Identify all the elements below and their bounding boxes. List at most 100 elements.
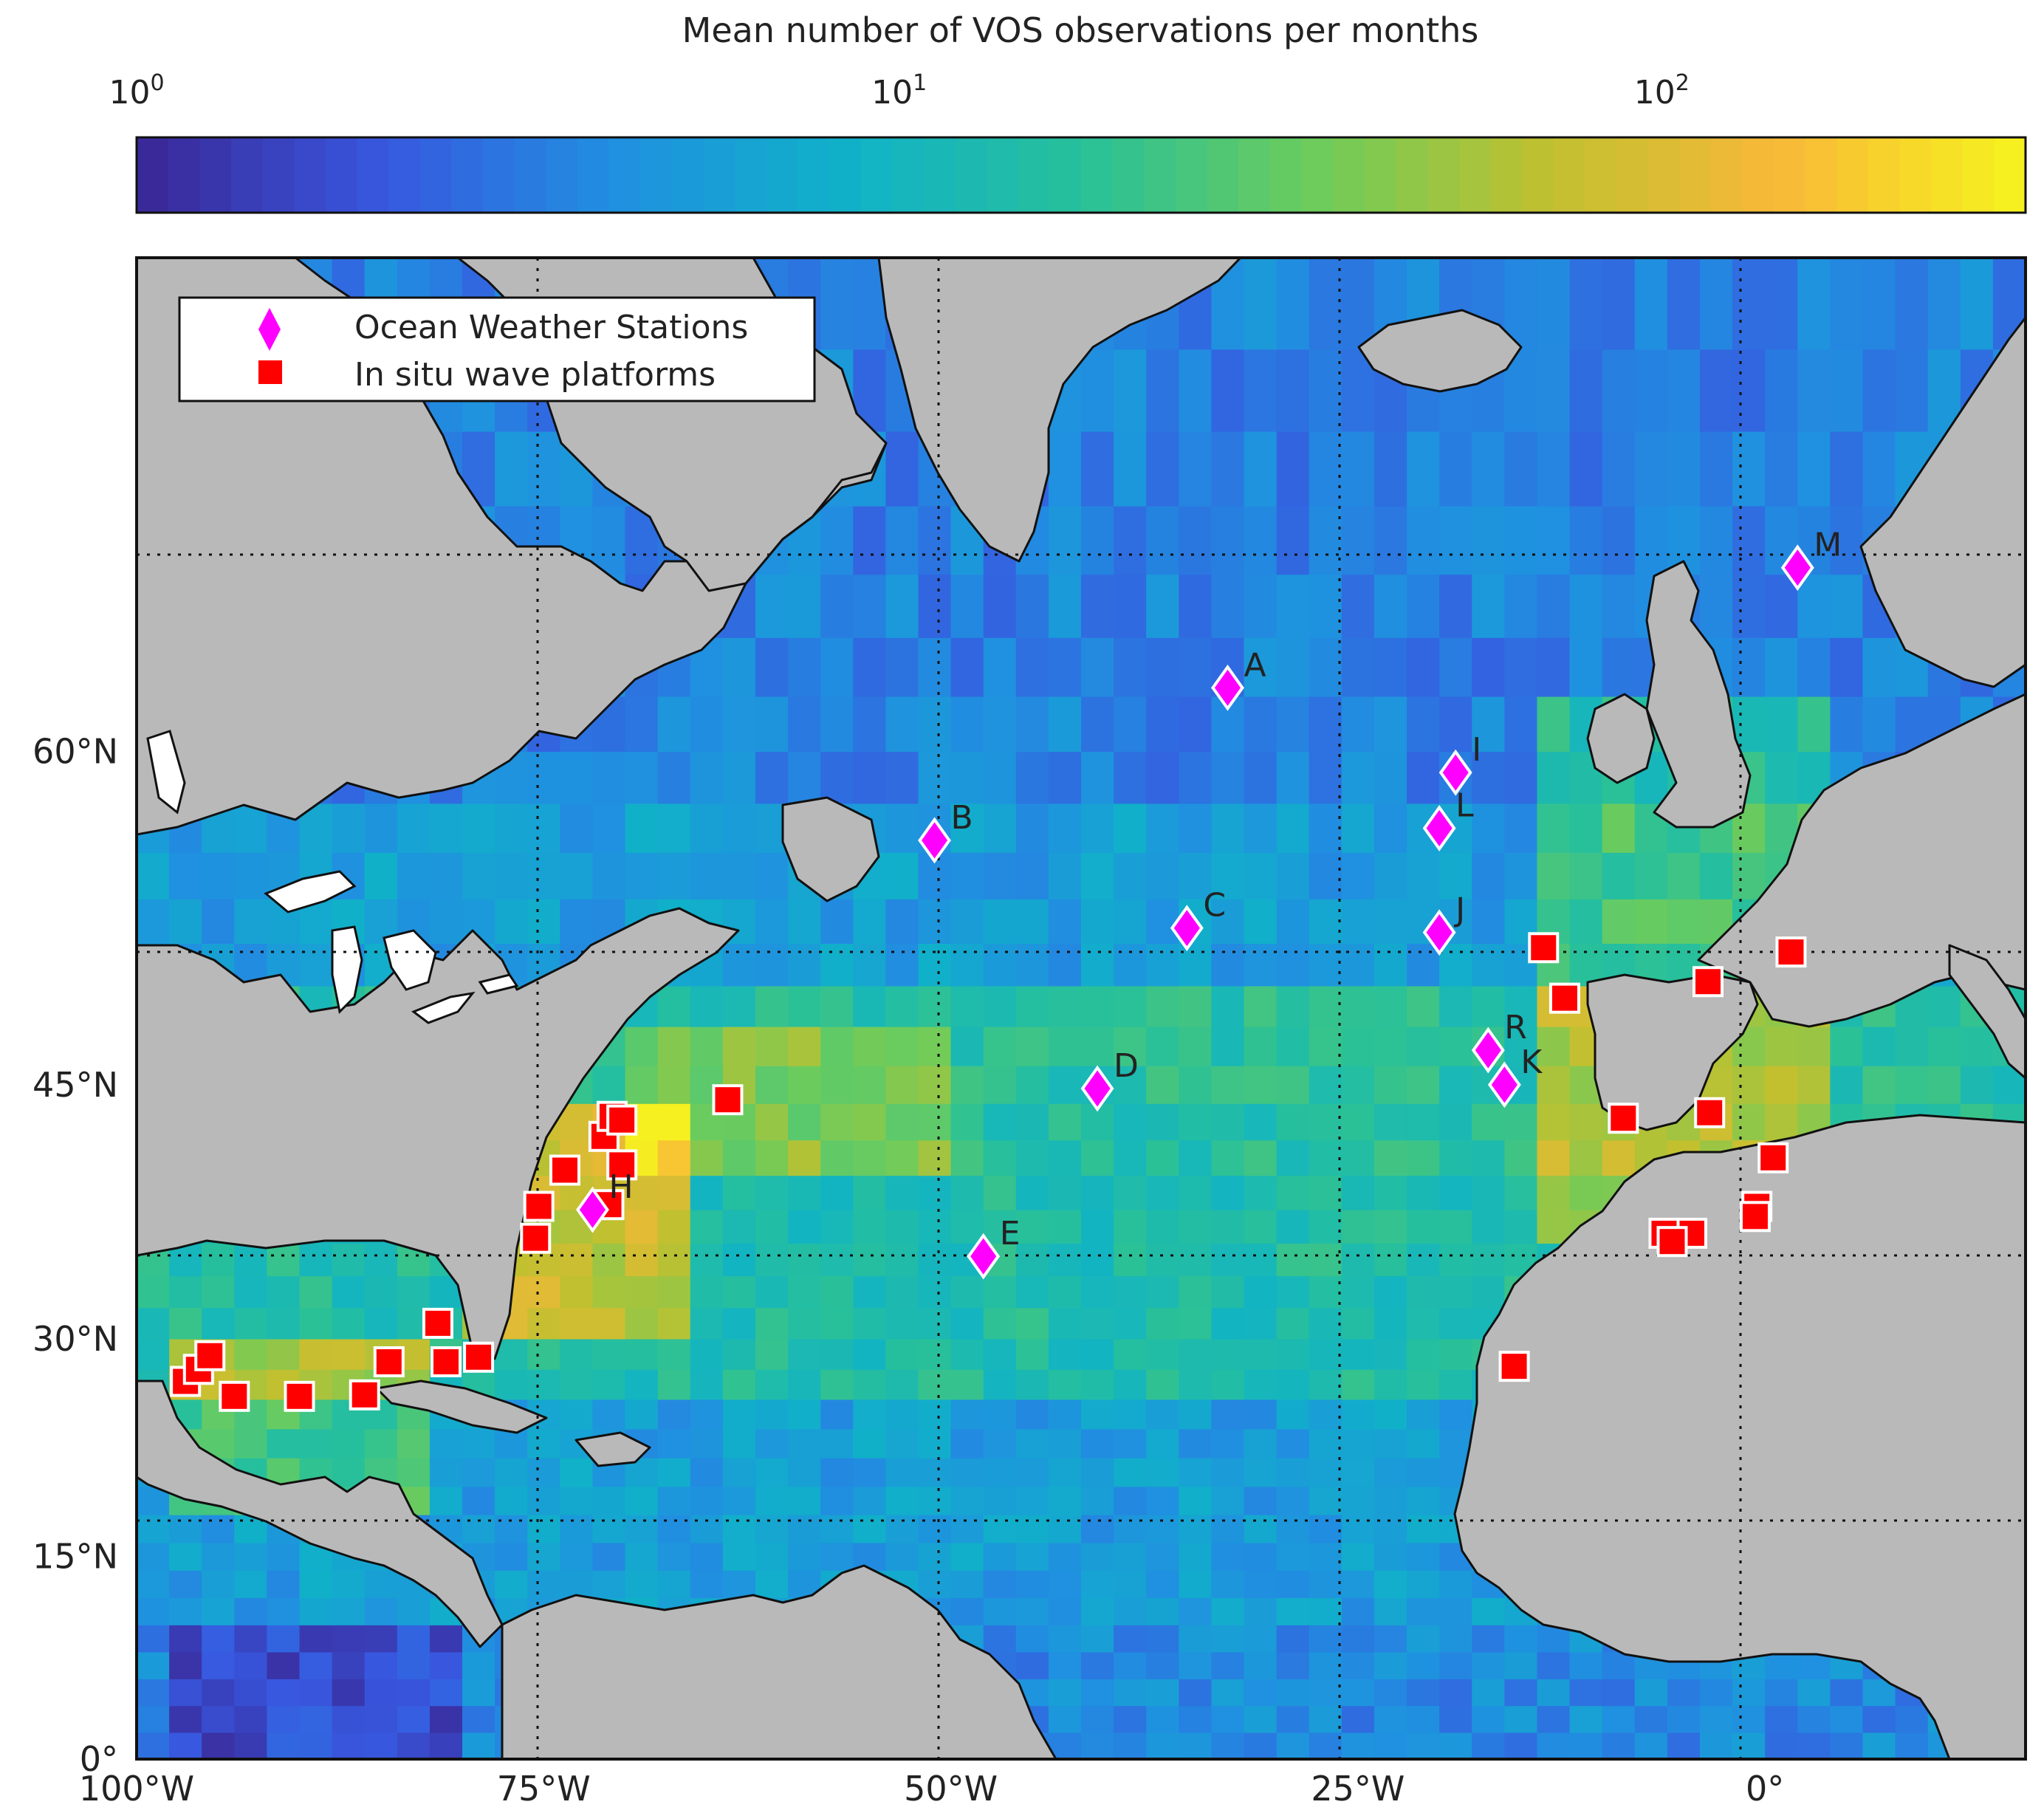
ocean-cell bbox=[950, 1486, 984, 1515]
ocean-cell bbox=[983, 1307, 1017, 1340]
colorbar-cell bbox=[1899, 137, 1932, 213]
ocean-cell bbox=[1472, 1210, 1505, 1244]
ocean-cell bbox=[1015, 943, 1049, 987]
ocean-cell bbox=[1472, 899, 1505, 945]
colorbar-tick-label: 101 bbox=[871, 70, 927, 112]
ocean-cell bbox=[1667, 1679, 1701, 1707]
ocean-cell bbox=[1699, 258, 1733, 350]
ocean-cell bbox=[755, 696, 789, 753]
ocean-cell bbox=[1504, 985, 1538, 1027]
ocean-cell bbox=[1276, 1369, 1310, 1400]
ocean-cell bbox=[332, 1275, 366, 1309]
ocean-cell bbox=[885, 1139, 919, 1176]
ocean-cell bbox=[1472, 1679, 1505, 1707]
ocean-cell bbox=[429, 1458, 463, 1487]
ocean-cell bbox=[1407, 574, 1440, 638]
ocean-cell bbox=[1830, 1732, 1864, 1759]
ocean-cell bbox=[950, 1139, 984, 1176]
ocean-cell bbox=[983, 1066, 1017, 1104]
ocean-cell bbox=[690, 1307, 724, 1340]
ocean-cell bbox=[1472, 985, 1505, 1027]
ocean-cell bbox=[1114, 899, 1147, 945]
ocean-cell bbox=[1537, 1103, 1571, 1141]
ocean-cell bbox=[429, 1705, 463, 1733]
ocean-cell bbox=[755, 899, 789, 945]
ocean-cell bbox=[1179, 1027, 1213, 1066]
ocean-cell bbox=[1407, 1027, 1440, 1066]
ocean-cell bbox=[1634, 1732, 1668, 1759]
ocean-cell bbox=[788, 899, 821, 945]
ocean-cell bbox=[1537, 1210, 1571, 1244]
ocean-cell bbox=[1179, 1428, 1213, 1459]
ocean-cell bbox=[1341, 574, 1375, 638]
ocean-cell bbox=[1244, 1705, 1278, 1733]
ocean-cell bbox=[788, 1542, 821, 1571]
ocean-cell bbox=[1276, 751, 1310, 804]
ocean-cell bbox=[1211, 899, 1245, 945]
ocean-cell bbox=[1146, 943, 1179, 987]
ocean-cell bbox=[397, 1705, 431, 1733]
ocean-cell bbox=[1276, 1458, 1310, 1487]
platform-marker bbox=[1549, 982, 1580, 1014]
ocean-cell bbox=[1472, 1275, 1505, 1309]
ocean-cell bbox=[918, 1175, 952, 1210]
ocean-cell bbox=[1276, 1139, 1310, 1176]
ocean-cell bbox=[1699, 1705, 1733, 1733]
ocean-cell bbox=[820, 751, 854, 804]
ocean-cell bbox=[690, 1275, 724, 1309]
ocean-cell bbox=[1015, 899, 1049, 945]
ocean-cell bbox=[755, 1428, 789, 1459]
ocean-cell bbox=[1015, 637, 1049, 697]
y-axis-labels: 0° 15°N 30°N 45°N 60°N bbox=[32, 732, 118, 1779]
ocean-cell bbox=[820, 1275, 854, 1309]
ocean-cell bbox=[1114, 1486, 1147, 1515]
ocean-cell bbox=[1081, 1369, 1114, 1400]
ocean-cell bbox=[1015, 852, 1049, 899]
ocean-cell bbox=[1472, 1103, 1505, 1141]
ocean-cell bbox=[1244, 1679, 1278, 1707]
ocean-cell bbox=[1048, 1275, 1082, 1309]
ocean-cell bbox=[1830, 1066, 1864, 1104]
ocean-cell bbox=[918, 574, 952, 638]
ocean-cell bbox=[1341, 1570, 1375, 1599]
ocean-cell bbox=[820, 943, 854, 987]
platform-marker bbox=[422, 1307, 453, 1339]
ocean-cell bbox=[722, 1486, 756, 1515]
ocean-cell bbox=[722, 943, 756, 987]
ocean-cell bbox=[1276, 574, 1310, 638]
ocean-cell bbox=[1114, 1275, 1147, 1309]
ocean-cell bbox=[169, 1597, 202, 1625]
ocean-cell bbox=[1048, 1428, 1082, 1459]
ocean-cell bbox=[267, 1597, 301, 1625]
ocean-cell bbox=[1862, 258, 1896, 350]
ocean-cell bbox=[755, 985, 789, 1027]
ocean-cell bbox=[1309, 1570, 1342, 1599]
colorbar-cell bbox=[1458, 137, 1491, 213]
ocean-cell bbox=[1276, 1597, 1310, 1625]
ocean-cell bbox=[1373, 637, 1407, 697]
ocean-cell bbox=[1602, 1705, 1636, 1733]
ocean-cell bbox=[1015, 985, 1049, 1027]
ocean-cell bbox=[1732, 431, 1766, 507]
ocean-cell bbox=[853, 1103, 886, 1141]
ocean-cell bbox=[1439, 506, 1472, 575]
ocean-cell bbox=[299, 1243, 333, 1277]
ocean-cell bbox=[820, 574, 854, 638]
ocean-cell bbox=[722, 637, 756, 697]
cuba bbox=[375, 1380, 548, 1434]
ocean-cell bbox=[397, 1275, 431, 1309]
ocean-cell bbox=[137, 1625, 170, 1653]
ocean-cell bbox=[560, 1570, 594, 1599]
ocean-cell bbox=[1569, 1651, 1603, 1679]
ocean-cell bbox=[755, 943, 789, 987]
ocean-cell bbox=[1276, 1570, 1310, 1599]
ocean-cell bbox=[1015, 1542, 1049, 1571]
ocean-cell bbox=[267, 1338, 301, 1370]
ocean-cell bbox=[1179, 1597, 1213, 1625]
ocean-cell bbox=[1472, 803, 1505, 853]
ocean-cell bbox=[202, 1705, 235, 1733]
ocean-cell bbox=[1537, 1732, 1571, 1759]
ocean-cell bbox=[1667, 431, 1701, 507]
ocean-cell bbox=[788, 1486, 821, 1515]
ocean-cell bbox=[1015, 1338, 1049, 1370]
